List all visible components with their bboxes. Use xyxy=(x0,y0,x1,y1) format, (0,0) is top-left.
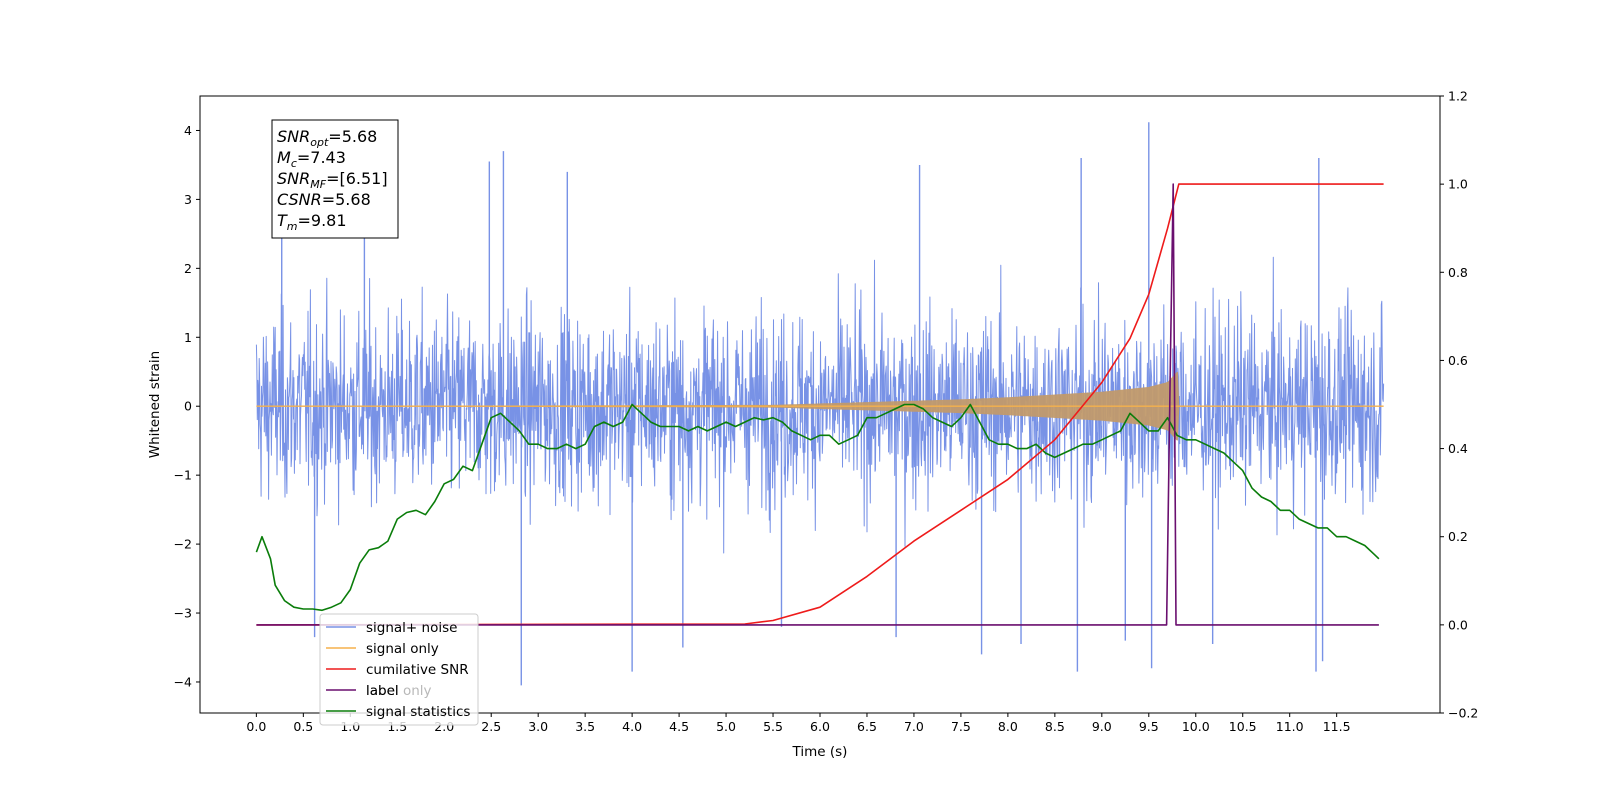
annotation-symbol: SNR xyxy=(277,127,310,146)
x-tick-label: 11.5 xyxy=(1323,719,1351,734)
annotation-line: Tm=9.81 xyxy=(277,211,347,233)
x-tick-label: 5.5 xyxy=(763,719,783,734)
annotation-box xyxy=(271,119,399,239)
y-tick-label: 4 xyxy=(184,123,192,138)
legend-label: signal+ noise xyxy=(366,620,457,636)
x-tick-label: 9.5 xyxy=(1139,719,1159,734)
x-tick-label: 4.0 xyxy=(622,719,642,734)
x-tick-label: 8.0 xyxy=(998,719,1018,734)
x-tick-label: 0.0 xyxy=(246,719,266,734)
legend-label: signal statistics xyxy=(366,704,470,720)
x-tick-label: 6.5 xyxy=(857,719,877,734)
series-signal-noise xyxy=(255,256,1385,554)
y-tick-label: −3 xyxy=(174,606,192,621)
annotation-line: Mc=7.43 xyxy=(277,148,346,170)
legend-label: label xyxy=(366,683,399,699)
x-tick-label: 11.0 xyxy=(1276,719,1304,734)
annotation-value: =5.68 xyxy=(322,190,371,209)
y-tick-label: −1 xyxy=(174,468,192,483)
legend-label-ghost: label only xyxy=(366,683,432,699)
annotation-symbol: CSNR xyxy=(277,190,322,209)
y-axis-label: Whitened strain xyxy=(147,351,163,458)
legend-label: cumilative SNR xyxy=(366,662,469,678)
y2-tick-label: 0.4 xyxy=(1448,441,1468,456)
annotation-symbol: M xyxy=(277,148,291,167)
x-axis-label: Time (s) xyxy=(792,744,848,760)
annotation-subscript: c xyxy=(291,157,297,170)
y-tick-label: 3 xyxy=(184,192,192,207)
x-tick-label: 4.5 xyxy=(669,719,689,734)
legend: signal+ noise signal only cumilative SNR la… xyxy=(319,613,479,726)
annotation-symbol: T xyxy=(277,211,288,230)
annotation-subscript: m xyxy=(287,220,298,233)
x-tick-label: 3.5 xyxy=(575,719,595,734)
annotation-value: =[6.51] xyxy=(326,169,388,188)
annotation-subscript: MF xyxy=(310,178,326,191)
annotation-value: =5.68 xyxy=(328,127,377,146)
y2-tick-label: 0.2 xyxy=(1448,529,1468,544)
annotation-value: =7.43 xyxy=(297,148,346,167)
x-tick-label: 8.5 xyxy=(1045,719,1065,734)
annotation-line: SNRopt=5.68 xyxy=(277,127,377,149)
x-tick-label: 9.0 xyxy=(1092,719,1112,734)
x-tick-label: 6.0 xyxy=(810,719,830,734)
annotation-value: =9.81 xyxy=(298,211,347,230)
x-tick-label: 10.0 xyxy=(1182,719,1210,734)
annotation-line: SNRMF=[6.51] xyxy=(277,169,388,191)
series-cumulative-snr xyxy=(256,183,1384,626)
annotation-symbol: SNR xyxy=(277,169,310,188)
series-label xyxy=(256,183,1379,626)
y-tick-label: 0 xyxy=(184,399,192,414)
y-tick-label: −4 xyxy=(174,674,192,689)
y-tick-label: 2 xyxy=(184,261,192,276)
x-tick-label: 3.0 xyxy=(528,719,548,734)
series-signal-statistics xyxy=(255,403,1380,612)
y2-tick-label: 0.6 xyxy=(1448,353,1468,368)
x-tick-label: 7.0 xyxy=(904,719,924,734)
y2-tick-label: 1.2 xyxy=(1448,89,1468,104)
x-tick-label: 7.5 xyxy=(951,719,971,734)
stats-annotation-box: SNRopt=5.68Mc=7.43SNRMF=[6.51]CSNR=5.68T… xyxy=(271,119,399,239)
annotation-line: CSNR=5.68 xyxy=(277,190,371,209)
y-tick-label: 1 xyxy=(184,330,192,345)
y2-tick-label: 1.0 xyxy=(1448,177,1468,192)
x-tick-label: 2.5 xyxy=(481,719,501,734)
annotation-subscript: opt xyxy=(310,136,329,149)
series-layer xyxy=(255,122,1385,686)
axes-layer: 0.0 0.5 1.0 1.5 2.0 2.5 3.0 3.5 4.0 4.5 5.0 5.5 6.0 6… xyxy=(174,89,1479,735)
x-tick-label: 5.0 xyxy=(716,719,736,734)
y2-tick-label: −0.2 xyxy=(1448,706,1478,721)
x-tick-label: 0.5 xyxy=(293,719,313,734)
y-tick-label: −2 xyxy=(174,537,192,552)
legend-label: label xyxy=(366,683,399,699)
y2-tick-label: 0.8 xyxy=(1448,265,1468,280)
legend-label: signal only xyxy=(366,641,439,657)
y2-tick-label: 0.0 xyxy=(1448,617,1468,632)
x-tick-label: 10.5 xyxy=(1229,719,1257,734)
legend-box xyxy=(319,613,479,726)
